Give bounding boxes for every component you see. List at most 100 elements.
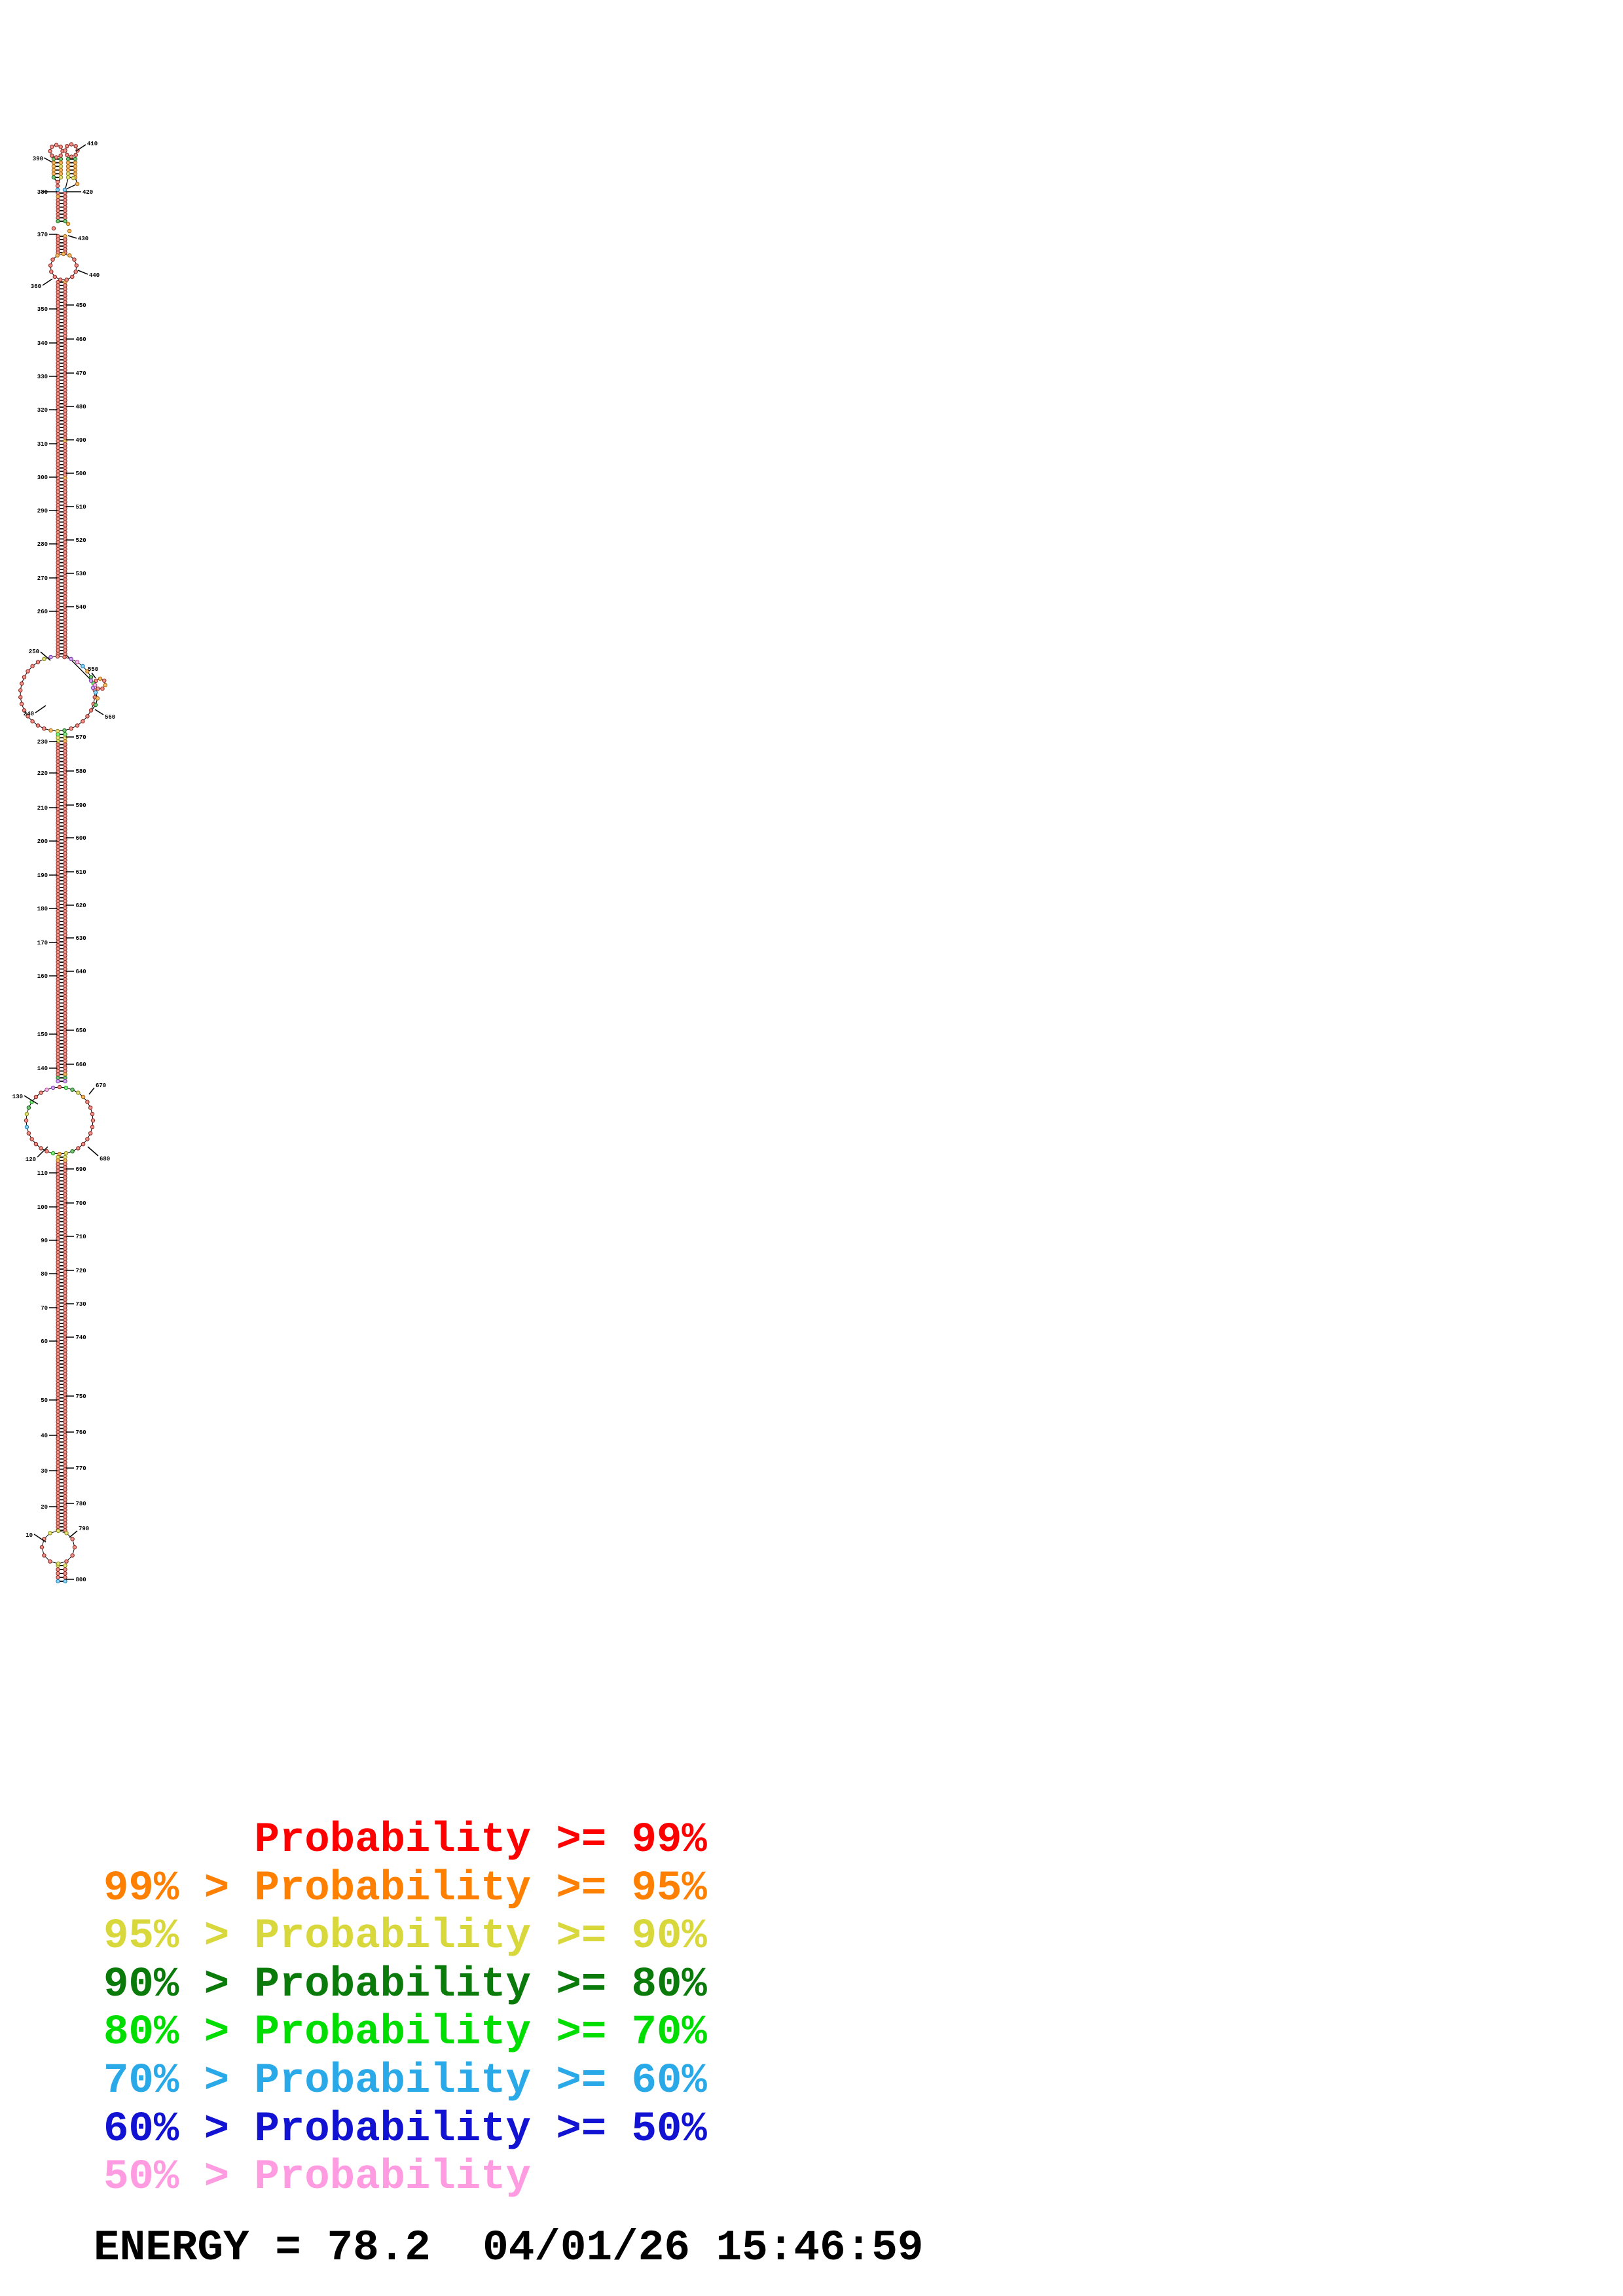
legend-line-p90: 95% > Probability >= 90% bbox=[103, 1913, 707, 1961]
base-dot bbox=[63, 357, 67, 363]
base-dot bbox=[63, 1436, 67, 1441]
base-dot bbox=[56, 634, 60, 639]
base-dot bbox=[56, 756, 60, 761]
base-dot bbox=[63, 1024, 67, 1030]
base-dot bbox=[63, 905, 67, 910]
nucleotide-position-label: 430 bbox=[78, 236, 88, 242]
base-dot bbox=[56, 1277, 60, 1282]
base-dot bbox=[56, 749, 60, 754]
base-dot bbox=[63, 739, 67, 744]
base-dot bbox=[48, 728, 53, 733]
base-dot bbox=[56, 520, 60, 524]
base-dot bbox=[56, 1477, 60, 1482]
base-dot bbox=[45, 1149, 49, 1154]
base-dot bbox=[56, 967, 60, 971]
base-dot bbox=[63, 1423, 67, 1427]
base-dot bbox=[63, 1460, 67, 1465]
base-dot bbox=[95, 696, 100, 701]
base-dot bbox=[56, 1521, 60, 1526]
base-dot bbox=[63, 1240, 67, 1244]
base-dot bbox=[63, 493, 67, 497]
base-dot bbox=[56, 824, 60, 829]
base-dot bbox=[63, 384, 67, 389]
base-dot bbox=[63, 987, 67, 992]
base-dot bbox=[63, 340, 67, 346]
nucleotide-position-label: 100 bbox=[37, 1204, 48, 1211]
base-dot bbox=[56, 296, 60, 302]
base-dot bbox=[56, 1440, 60, 1444]
base-dot bbox=[63, 523, 67, 528]
base-dot bbox=[63, 404, 67, 410]
base-dot bbox=[26, 714, 30, 719]
base-dot bbox=[56, 1209, 60, 1214]
base-dot bbox=[56, 641, 60, 646]
base-dot bbox=[63, 1236, 67, 1241]
base-dot bbox=[56, 950, 60, 954]
base-dot bbox=[81, 719, 85, 724]
base-dot bbox=[56, 543, 60, 548]
nucleotide-position-label: 500 bbox=[76, 471, 86, 477]
base-dot bbox=[64, 1151, 69, 1156]
base-dot bbox=[56, 624, 60, 629]
base-dot bbox=[56, 905, 60, 910]
base-dot bbox=[18, 688, 23, 692]
base-dot bbox=[56, 848, 60, 852]
base-dot bbox=[63, 1567, 67, 1572]
base-dot bbox=[58, 168, 64, 173]
base-dot bbox=[56, 395, 60, 399]
base-dot bbox=[63, 1575, 67, 1580]
nucleotide-position-label: 50 bbox=[41, 1397, 48, 1404]
base-dot bbox=[63, 554, 67, 558]
base-dot bbox=[63, 916, 67, 920]
base-dot bbox=[63, 885, 67, 890]
base-dot bbox=[56, 1575, 60, 1580]
base-dot bbox=[63, 364, 67, 369]
base-dot bbox=[63, 208, 67, 213]
base-dot bbox=[90, 685, 96, 691]
base-dot bbox=[33, 1094, 39, 1100]
base-dot bbox=[56, 1195, 60, 1200]
nucleotide-position-label: 210 bbox=[37, 805, 48, 812]
nucleotide-position-label: 620 bbox=[76, 903, 86, 909]
base-dot bbox=[56, 590, 60, 596]
base-dot bbox=[56, 378, 60, 382]
base-dot bbox=[56, 1375, 60, 1380]
base-dot bbox=[90, 1111, 95, 1117]
base-dot bbox=[56, 526, 60, 531]
loop-backbone bbox=[41, 1530, 75, 1564]
base-dot bbox=[63, 1185, 67, 1190]
base-dot bbox=[63, 939, 67, 944]
base-dot bbox=[63, 1069, 67, 1073]
base-dot bbox=[63, 956, 67, 961]
nucleotide-position-label: 280 bbox=[37, 541, 48, 548]
base-dot bbox=[50, 1085, 56, 1090]
base-dot bbox=[56, 1358, 60, 1363]
legend-line-p80: 90% > Probability >= 80% bbox=[103, 1961, 707, 2009]
base-dot bbox=[63, 824, 67, 829]
base-dot bbox=[73, 156, 78, 162]
base-dot bbox=[56, 303, 60, 308]
base-dot bbox=[56, 776, 60, 781]
base-dot bbox=[56, 554, 60, 558]
base-dot bbox=[63, 479, 67, 484]
nucleotide-position-label: 750 bbox=[76, 1393, 86, 1400]
nucleotide-position-label: 170 bbox=[37, 940, 48, 946]
base-dot bbox=[56, 1443, 60, 1448]
nucleotide-position-label: 330 bbox=[37, 374, 48, 380]
base-dot bbox=[56, 1324, 60, 1329]
base-dot bbox=[58, 153, 63, 158]
base-dot bbox=[63, 1518, 67, 1522]
nucleotide-position-label: 120 bbox=[26, 1157, 36, 1163]
base-dot bbox=[56, 1423, 60, 1427]
base-dot bbox=[63, 1563, 67, 1568]
base-dot bbox=[19, 702, 24, 706]
base-dot bbox=[58, 156, 64, 162]
base-dot bbox=[63, 861, 67, 866]
base-dot bbox=[63, 428, 67, 433]
nucleotide-position-label: 720 bbox=[76, 1268, 86, 1274]
nucleotide-position-label: 60 bbox=[41, 1338, 48, 1345]
base-dot bbox=[56, 1328, 60, 1333]
base-dot bbox=[63, 1331, 67, 1336]
base-dot bbox=[81, 1094, 86, 1100]
base-dot bbox=[24, 1124, 29, 1130]
